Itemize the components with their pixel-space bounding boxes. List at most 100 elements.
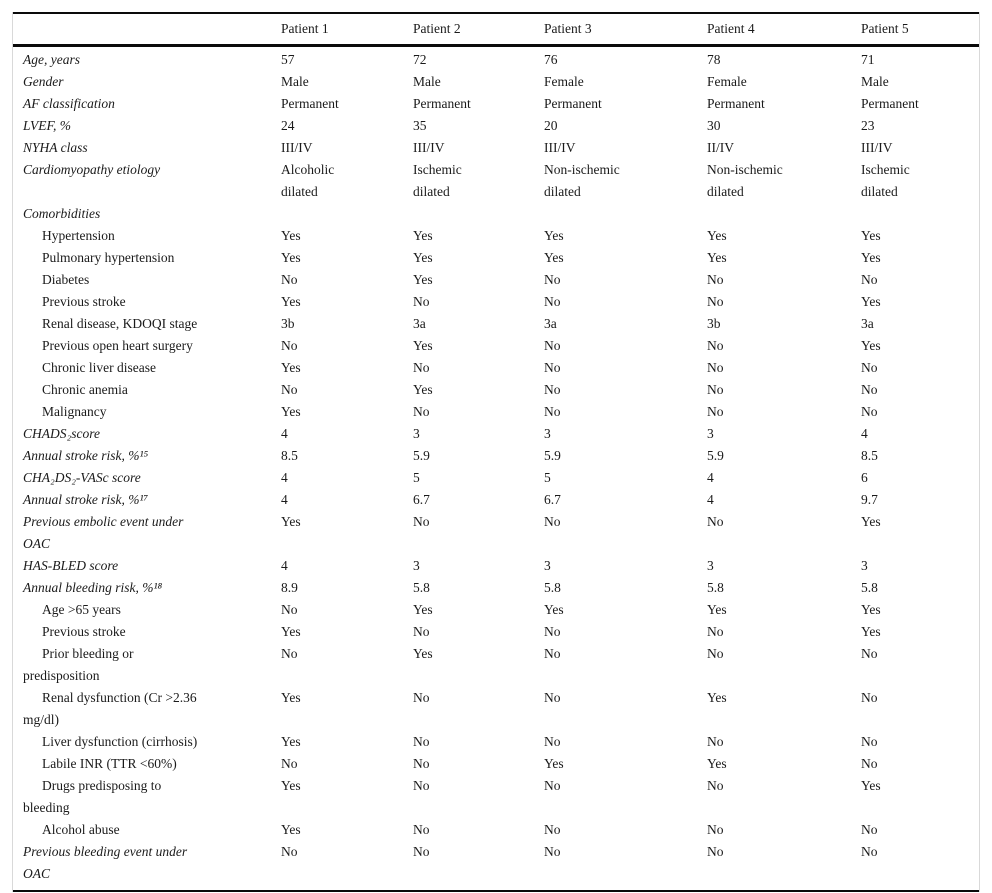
cell-patient-2: Yes [413, 272, 433, 287]
cell-patient-4: 3b [707, 316, 721, 331]
cell-patient-3: Yes [544, 602, 564, 617]
cell-patient-5: 3 [861, 558, 868, 573]
cell-patient-5: No [861, 756, 878, 771]
cell-patient-3: Non-ischemic dilated [544, 162, 620, 199]
cell-patient-1: No [281, 844, 298, 859]
row-label: Alcohol abuse [42, 822, 120, 837]
cell-patient-1: 3b [281, 316, 295, 331]
row-label: Annual stroke risk, %¹⁷ [23, 492, 149, 507]
cell-patient-4: No [707, 272, 724, 287]
table-row: LVEF, % 24 35 20 30 23 [13, 115, 979, 137]
cell-patient-5: Yes [861, 514, 881, 529]
table-row: Age >65 years No Yes Yes Yes Yes [13, 599, 979, 621]
cell-patient-5: Yes [861, 294, 881, 309]
cell-patient-4: No [707, 624, 724, 639]
table-row: Annual stroke risk, %¹⁷ 4 6.7 6.7 4 9.7 [13, 489, 979, 511]
cell-patient-5: No [861, 272, 878, 287]
cell-patient-5: No [861, 646, 878, 661]
cell-patient-3: 3 [544, 558, 551, 573]
cell-patient-2: No [413, 756, 430, 771]
cell-patient-3: No [544, 294, 561, 309]
table-row: Malignancy Yes No No No No [13, 401, 979, 423]
cell-patient-2: Yes [413, 338, 433, 353]
row-label: Prior bleeding or predisposition [23, 646, 134, 683]
row-label: Age >65 years [42, 602, 121, 617]
cell-patient-3: 5.9 [544, 448, 561, 463]
cell-patient-5 [861, 203, 979, 225]
header-patient-2: Patient 2 [413, 13, 544, 47]
table-row: CHA₂DS₂-VASc score 4 5 5 4 6 [13, 467, 979, 489]
row-label: Liver dysfunction (cirrhosis) [42, 734, 198, 749]
cell-patient-1: Alcoholic dilated [281, 162, 335, 199]
table-row: Liver dysfunction (cirrhosis) Yes No No No No [13, 731, 979, 753]
cell-patient-1: No [281, 646, 298, 661]
row-label: Previous stroke [42, 294, 126, 309]
table-row: Drugs predisposing to bleeding Yes No No No Y… [13, 775, 979, 819]
row-label: Diabetes [42, 272, 90, 287]
cell-patient-2: Permanent [413, 96, 471, 111]
cell-patient-3: Yes [544, 756, 564, 771]
cell-patient-1: Yes [281, 250, 301, 265]
table-row: Previous stroke Yes No No No Yes [13, 291, 979, 313]
row-label: Pulmonary hypertension [42, 250, 175, 265]
cell-patient-3: No [544, 734, 561, 749]
cell-patient-1: Yes [281, 228, 301, 243]
row-label: Previous open heart surgery [42, 338, 193, 353]
table-row: Renal disease, KDOQI stage 3b 3a 3a 3b 3a [13, 313, 979, 335]
cell-patient-2: No [413, 822, 430, 837]
cell-patient-4: 4 [707, 470, 714, 485]
cell-patient-1: 24 [281, 118, 295, 133]
table-row: CHADS₂score 4 3 3 3 4 [13, 423, 979, 445]
cell-patient-4: Yes [707, 756, 727, 771]
row-label: Labile INR (TTR <60%) [42, 756, 177, 771]
cell-patient-5: Yes [861, 624, 881, 639]
row-label: Previous embolic event under OAC [23, 514, 184, 551]
cell-patient-5: 9.7 [861, 492, 878, 507]
cell-patient-1: 57 [281, 52, 295, 67]
cell-patient-1: 8.9 [281, 580, 298, 595]
cell-patient-1: 4 [281, 492, 288, 507]
cell-patient-3: No [544, 338, 561, 353]
cell-patient-2: Male [413, 74, 441, 89]
cell-patient-2: 3 [413, 558, 420, 573]
cell-patient-3: Female [544, 74, 584, 89]
cell-patient-5: Yes [861, 602, 881, 617]
table-row: Cardiomyopathy etiology Alcoholic dilated… [13, 159, 979, 203]
cell-patient-1 [281, 203, 413, 225]
cell-patient-3: No [544, 778, 561, 793]
cell-patient-2: 6.7 [413, 492, 430, 507]
cell-patient-5: No [861, 382, 878, 397]
cell-patient-4: No [707, 360, 724, 375]
cell-patient-3: Yes [544, 228, 564, 243]
cell-patient-3: No [544, 646, 561, 661]
cell-patient-4: 30 [707, 118, 721, 133]
cell-patient-5: No [861, 844, 878, 859]
table-row: Annual stroke risk, %¹⁵ 8.5 5.9 5.9 5.9 8.5 [13, 445, 979, 467]
cell-patient-4: No [707, 514, 724, 529]
cell-patient-5: Permanent [861, 96, 919, 111]
cell-patient-5: No [861, 734, 878, 749]
cell-patient-5: Male [861, 74, 889, 89]
cell-patient-4: No [707, 844, 724, 859]
patient-characteristics-table: Patient 1 Patient 2 Patient 3 Patient 4 … [13, 12, 979, 892]
header-row: Patient 1 Patient 2 Patient 3 Patient 4 … [13, 13, 979, 47]
cell-patient-2: No [413, 514, 430, 529]
table-row: NYHA class III/IV III/IV III/IV II/IV III/IV [13, 137, 979, 159]
cell-patient-5: 4 [861, 426, 868, 441]
table-row: Previous open heart surgery No Yes No No Yes [13, 335, 979, 357]
cell-patient-3: 5.8 [544, 580, 561, 595]
row-label: Age, years [23, 52, 80, 67]
table-row: AF classification Permanent Permanent Perma… [13, 93, 979, 115]
table-row: Gender Male Male Female Female Male [13, 71, 979, 93]
cell-patient-1: Yes [281, 294, 301, 309]
cell-patient-2: 5 [413, 470, 420, 485]
row-label: Chronic anemia [42, 382, 128, 397]
cell-patient-5: No [861, 822, 878, 837]
cell-patient-3: 76 [544, 52, 558, 67]
row-label: Renal disease, KDOQI stage [42, 316, 198, 331]
cell-patient-1: Yes [281, 624, 301, 639]
cell-patient-5: 71 [861, 52, 875, 67]
table-row: Previous stroke Yes No No No Yes [13, 621, 979, 643]
cell-patient-3: III/IV [544, 140, 576, 155]
table-row: HAS-BLED score 4 3 3 3 3 [13, 555, 979, 577]
